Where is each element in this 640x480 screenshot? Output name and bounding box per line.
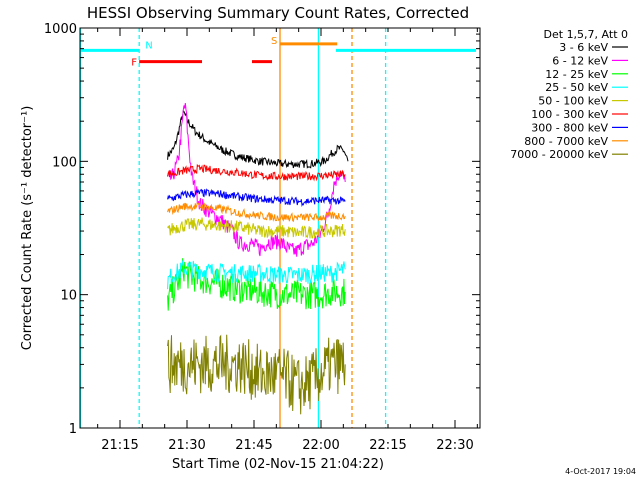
x-tick-label: 22:30 (436, 438, 473, 453)
series-line (167, 260, 346, 290)
series-line (167, 258, 346, 311)
y-axis-label: Corrected Count Rate (s⁻¹ detector⁻¹) (20, 106, 35, 351)
y-tick-label: 1 (69, 422, 77, 437)
series-line (167, 103, 346, 257)
chart-title: HESSI Observing Summary Count Rates, Cor… (87, 4, 469, 22)
legend-title: Det 1,5,7, Att 0 (544, 28, 628, 41)
legend-label: 100 - 300 keV (531, 108, 608, 121)
y-tick-label: 100 (52, 155, 77, 170)
legend-label: 300 - 800 keV (531, 121, 608, 134)
legend-label: 6 - 12 keV (552, 54, 608, 67)
series-line (167, 110, 349, 169)
series-line (167, 217, 346, 239)
series-line (167, 334, 346, 415)
flag-letter: S (271, 36, 277, 47)
legend-label: 800 - 7000 keV (524, 135, 608, 148)
x-tick-label: 21:15 (101, 438, 138, 453)
legend-label: 50 - 100 keV (538, 95, 608, 108)
legend-label: 25 - 50 keV (545, 81, 608, 94)
legend-label: 7000 - 20000 keV (510, 148, 608, 161)
footer-timestamp: 4-Oct-2017 19:04 (565, 467, 636, 476)
y-tick-label: 1000 (44, 22, 77, 37)
x-axis-label: Start Time (02-Nov-15 21:04:22) (172, 457, 384, 472)
flag-bars: NF S (80, 36, 476, 69)
x-axis-ticks: 21:15 21:30 21:45 22:00 22:15 22:30 (97, 28, 478, 453)
flag-letter: N (145, 40, 152, 51)
x-tick-label: 22:15 (369, 438, 406, 453)
legend-label: 3 - 6 keV (559, 41, 608, 54)
series-line (167, 188, 346, 207)
legend-label: 12 - 25 keV (545, 68, 608, 81)
series-line (167, 202, 346, 223)
x-tick-label: 21:45 (235, 438, 272, 453)
flag-letter: F (131, 58, 137, 69)
x-tick-label: 21:30 (168, 438, 205, 453)
series-lines (167, 103, 349, 415)
series-line (167, 163, 346, 182)
y-tick-label: 10 (60, 289, 77, 304)
plot-frame (79, 27, 481, 429)
x-tick-label: 22:00 (302, 438, 339, 453)
y-axis-ticks: 1 10 100 1000 (44, 22, 480, 437)
